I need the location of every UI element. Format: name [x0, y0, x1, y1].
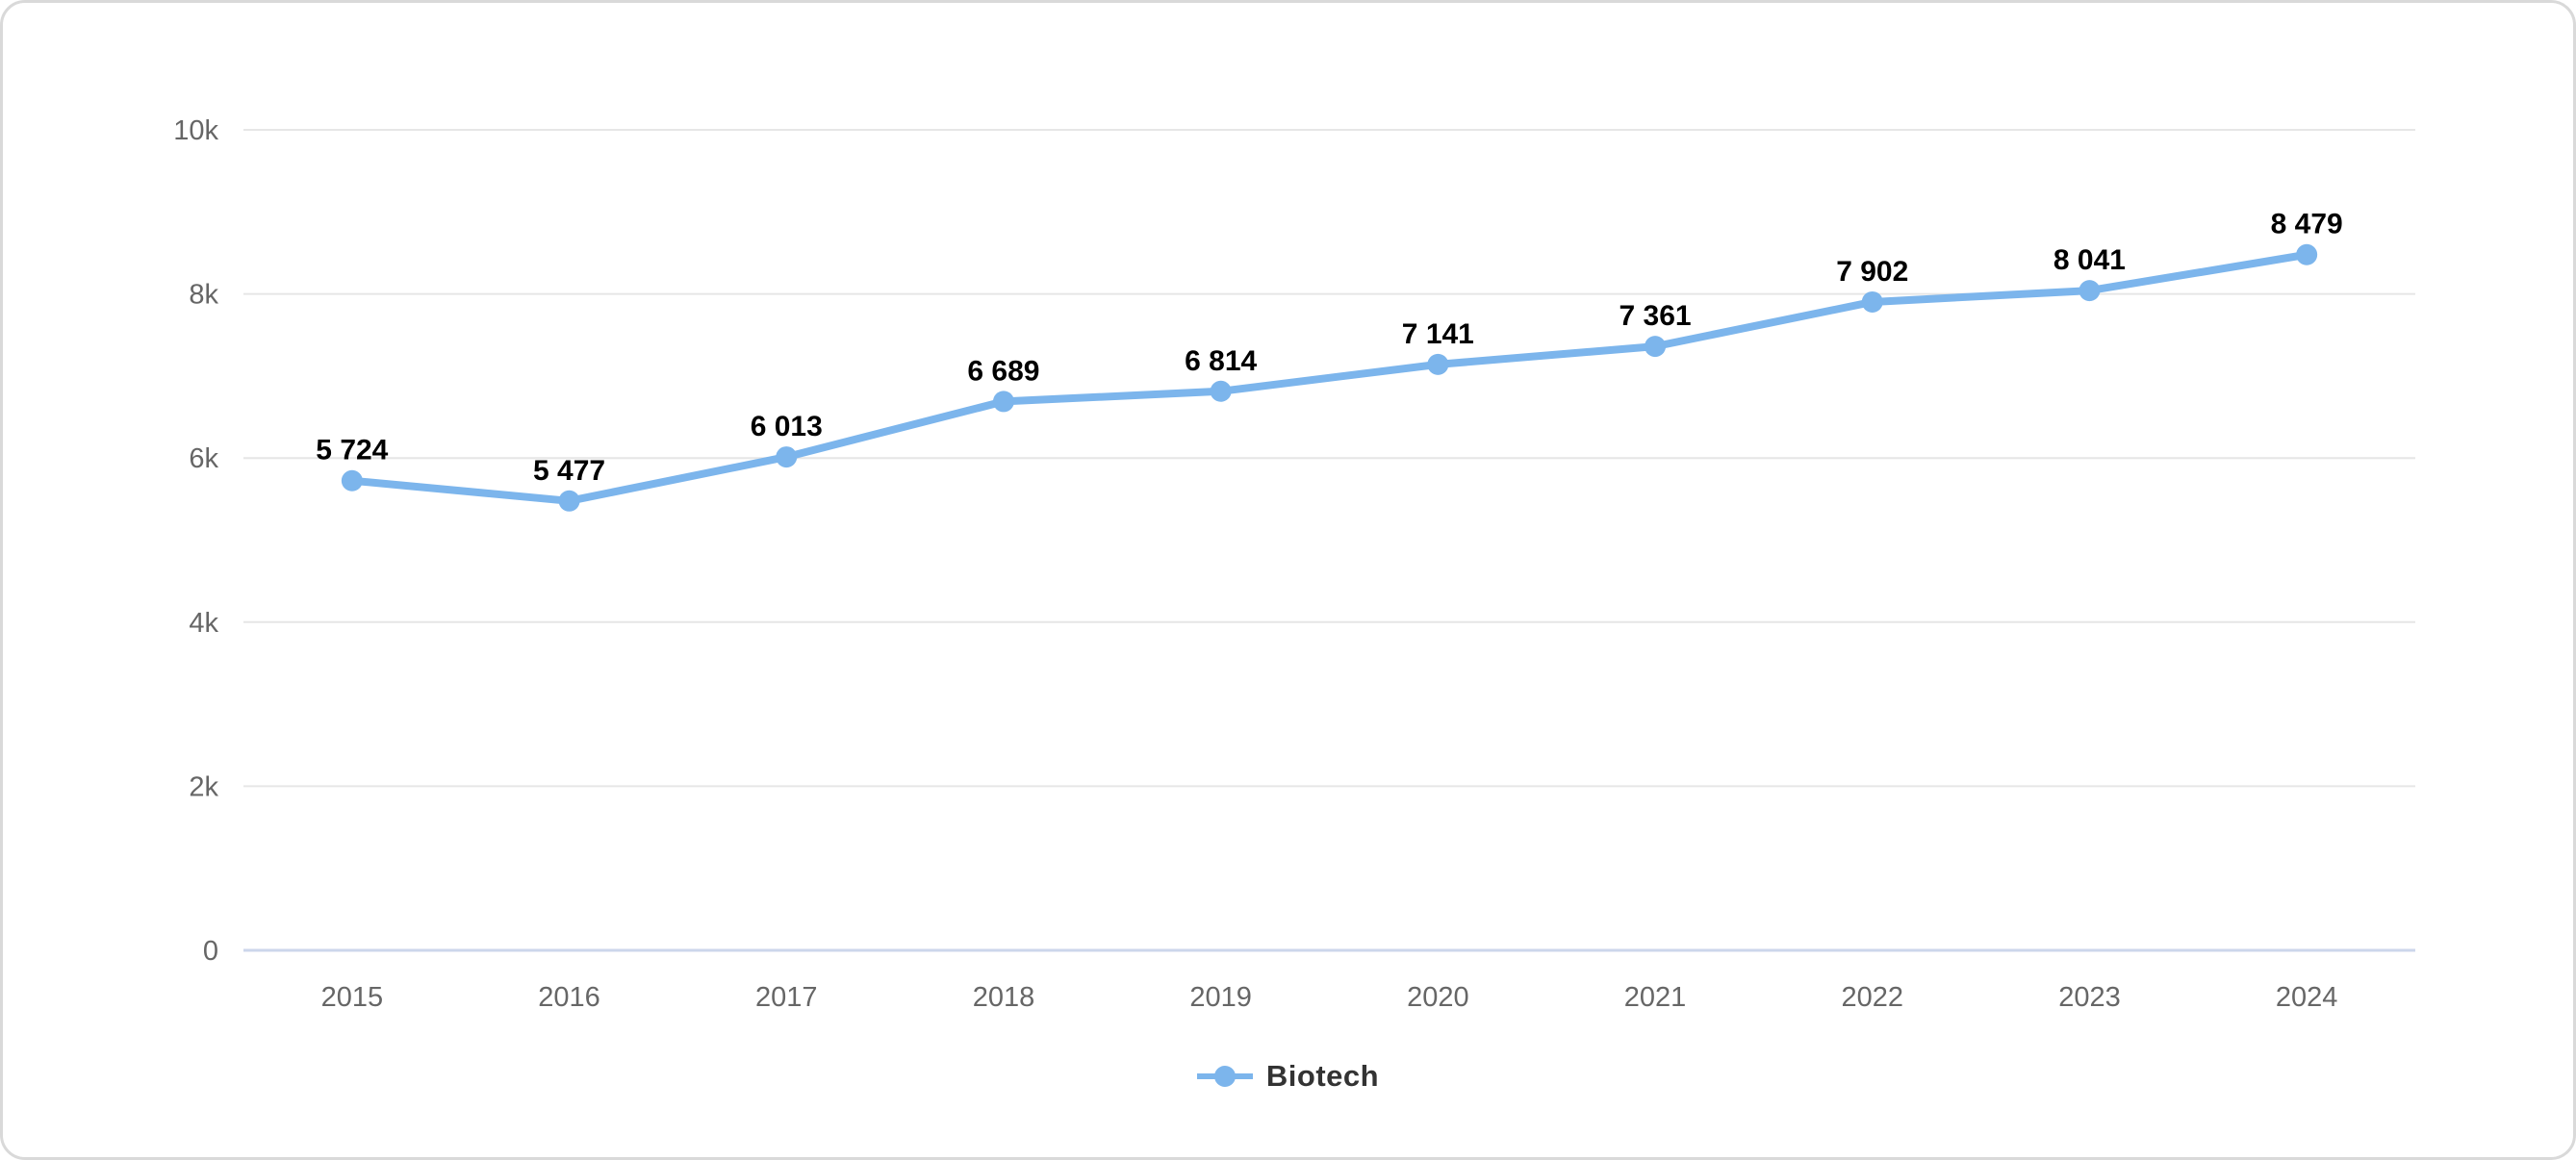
x-tick-label: 2020 — [1407, 982, 1469, 1013]
x-tick-label: 2021 — [1624, 982, 1687, 1013]
y-tick-label: 10k — [173, 115, 218, 146]
x-tick-label: 2018 — [973, 982, 1035, 1013]
data-label: 7 902 — [1836, 256, 1908, 288]
data-point-2017[interactable] — [776, 446, 798, 468]
data-point-2022[interactable] — [1861, 290, 1883, 313]
data-point-2019[interactable] — [1210, 380, 1232, 402]
data-point-2021[interactable] — [1645, 336, 1667, 358]
data-label: 7 361 — [1620, 300, 1692, 332]
x-tick-label: 2022 — [1841, 982, 1903, 1013]
data-point-2016[interactable] — [558, 490, 580, 512]
x-tick-label: 2024 — [2276, 982, 2338, 1013]
y-tick-label: 0 — [203, 936, 218, 967]
x-tick-label: 2016 — [538, 982, 600, 1013]
data-point-2023[interactable] — [2079, 280, 2101, 302]
legend-label: Biotech — [1265, 1059, 1380, 1093]
data-point-2015[interactable] — [341, 469, 363, 492]
x-tick-label: 2017 — [755, 982, 818, 1013]
data-point-2024[interactable] — [2296, 243, 2318, 265]
y-tick-label: 8k — [189, 280, 218, 311]
data-point-2018[interactable] — [992, 391, 1014, 413]
data-label: 5 477 — [533, 455, 605, 487]
data-label: 5 724 — [316, 435, 388, 467]
y-tick-label: 4k — [189, 608, 218, 639]
data-label: 7 141 — [1402, 318, 1474, 350]
data-label: 8 479 — [2271, 209, 2343, 240]
data-point-2020[interactable] — [1427, 353, 1449, 375]
x-tick-label: 2023 — [2058, 982, 2121, 1013]
legend-series-marker-icon — [1196, 1066, 1253, 1087]
legend-item-biotech[interactable]: Biotech — [3, 1049, 2573, 1103]
y-tick-label: 2k — [189, 771, 218, 802]
data-label: 8 041 — [2053, 244, 2126, 276]
data-label: 6 814 — [1185, 345, 1257, 377]
data-label: 6 013 — [751, 411, 823, 442]
x-tick-label: 2015 — [321, 982, 384, 1013]
series-line — [347, 250, 2311, 505]
line-chart: 0 2k 4k 6k 8k 10k 2015 2016 2017 2018 2019 2020 2021… — [173, 115, 2415, 1013]
data-label: 6 689 — [967, 355, 1039, 387]
x-tick-label: 2019 — [1189, 982, 1252, 1013]
y-tick-label: 6k — [189, 443, 218, 474]
